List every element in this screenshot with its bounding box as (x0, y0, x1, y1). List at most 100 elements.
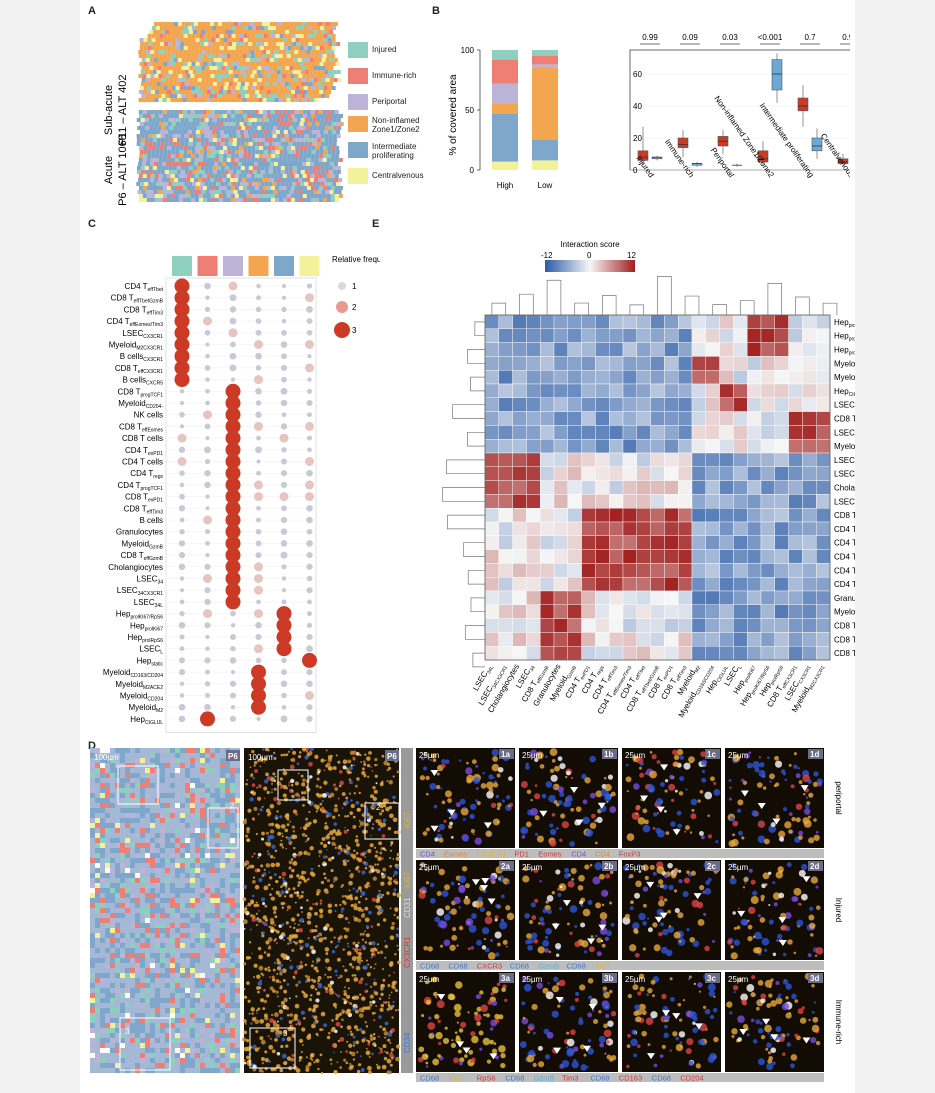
tissue-pixel (151, 154, 156, 158)
fluor-cell (256, 786, 258, 789)
tissue-pixel (168, 166, 173, 170)
tissue-pixel (184, 26, 189, 30)
heatmap-cell (664, 494, 679, 509)
region-pixel (160, 913, 165, 918)
tissue-pixel (301, 126, 306, 130)
tissue-pixel (298, 186, 303, 190)
region-pixel (125, 903, 130, 908)
tissue-pixel (308, 70, 313, 74)
tissue-pixel (260, 142, 265, 146)
tissue-pixel (328, 166, 333, 170)
tissue-pixel (179, 62, 184, 66)
tissue-pixel (284, 142, 289, 146)
region-pixel (130, 943, 135, 948)
heatmap-cell (636, 508, 651, 523)
heatmap-cell (498, 438, 513, 454)
region-pixel (195, 898, 200, 903)
tissue-pixel (247, 90, 252, 94)
dotplot-dot (254, 421, 263, 431)
tissue-pixel (316, 42, 321, 46)
heatmap-cell (733, 356, 748, 371)
region-pixel (225, 828, 230, 833)
tissue-pixel (209, 30, 214, 34)
region-pixel (90, 933, 95, 938)
region-pixel (150, 888, 155, 893)
region-pixel (180, 803, 185, 808)
heatmap-cell (595, 397, 610, 412)
tissue-pixel (222, 174, 227, 178)
region-pixel (230, 853, 235, 858)
region-pixel (215, 803, 220, 808)
tissue-pixel (225, 58, 230, 62)
tissue-pixel (237, 190, 242, 194)
tissue-pixel (182, 178, 187, 182)
tissue-pixel (265, 78, 270, 82)
dotplot-row-label: Granulocytes (116, 528, 163, 537)
region-pixel (205, 1023, 210, 1028)
region-pixel (220, 878, 225, 883)
region-pixel (230, 973, 235, 978)
tissue-pixel (300, 42, 305, 46)
heatmap-cell (484, 356, 500, 371)
fluor-cell (321, 937, 325, 940)
tissue-pixel (219, 154, 224, 158)
heatmap-cell (498, 452, 513, 468)
tissue-pixel (281, 78, 286, 82)
tissue-pixel (239, 154, 244, 158)
dotplot-dot (255, 365, 262, 371)
tissue-pixel (234, 74, 239, 78)
legend-label: Intermediate proliferating (372, 142, 417, 160)
tissue-pixel (138, 98, 143, 102)
tissue-pixel (242, 186, 247, 190)
fluor-cell (382, 918, 387, 922)
fluor-cell (381, 1064, 387, 1070)
tissue-pixel (282, 74, 287, 78)
region-pixel (230, 963, 235, 968)
region-pixel (175, 908, 180, 913)
tissue-pixel (336, 42, 341, 46)
panel-e-svg: Interaction score -12 0 12 HepprolKi67He… (442, 240, 894, 719)
fluor-cell (293, 891, 297, 895)
region-pixel (175, 978, 180, 983)
region-pixel (120, 778, 125, 783)
heatmap-cell (816, 314, 831, 330)
fluor-cell (376, 897, 380, 902)
tissue-pixel (226, 114, 231, 118)
region-pixel (95, 863, 100, 868)
tissue-pixel (294, 54, 299, 58)
tissue-pixel (190, 178, 195, 182)
tissue-pixel (314, 198, 319, 202)
tissue-pixel (178, 178, 183, 182)
tissue-pixel (164, 142, 169, 146)
tissue-pixel (327, 150, 332, 154)
heatmap-cell (705, 590, 720, 606)
dotplot-dot (200, 711, 215, 727)
tissue-pixel (224, 170, 229, 174)
heatmap-cell (539, 563, 555, 578)
region-pixel (160, 888, 165, 893)
tissue-pixel (271, 150, 276, 154)
tissue-pixel (312, 26, 317, 30)
region-pixel (235, 933, 240, 938)
heatmap-cell (553, 549, 569, 564)
tissue-pixel (301, 162, 306, 166)
tissue-pixel (286, 114, 291, 118)
heatmap-cell (608, 466, 624, 481)
tissue-pixel (215, 146, 220, 150)
region-pixel (190, 1058, 195, 1063)
region-pixel (135, 968, 140, 973)
region-pixel (175, 753, 180, 758)
region-pixel (110, 938, 115, 943)
tissue-pixel (177, 126, 182, 130)
tissue-pixel (174, 194, 179, 198)
tissue-pixel (172, 118, 177, 122)
tissue-pixel (180, 82, 185, 86)
dotplot-dot (205, 669, 210, 675)
region-pixel (215, 913, 220, 918)
tissue-pixel (277, 58, 282, 62)
tissue-pixel (191, 122, 196, 126)
tissue-pixel (291, 150, 296, 154)
tissue-pixel (279, 154, 284, 158)
tissue-pixel (171, 34, 176, 38)
region-pixel (195, 838, 200, 843)
